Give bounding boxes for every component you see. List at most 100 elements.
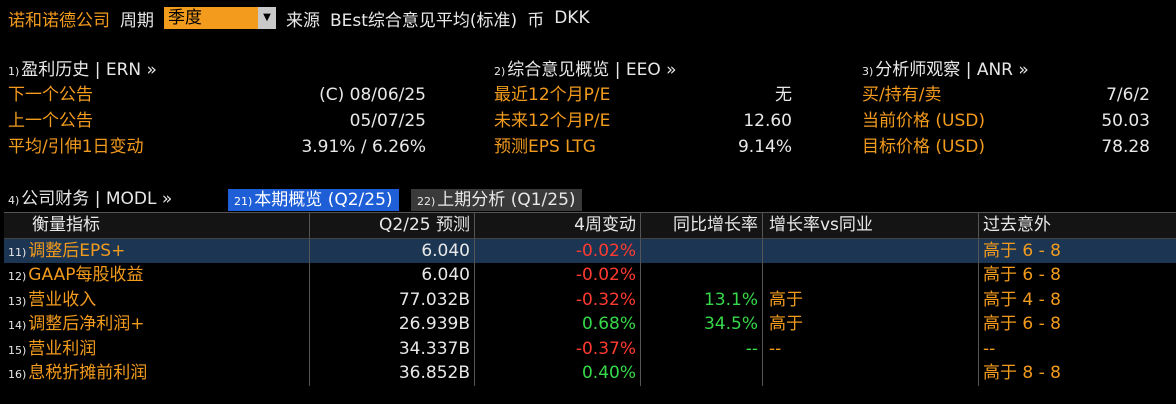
yoy-cell <box>641 361 763 386</box>
earnings-panel: 1) 盈利历史 | ERN » 下一个公告 (C) 08/06/25 上一个公告 … <box>8 58 426 160</box>
metric-cell[interactable]: 12) GAAP每股收益 <box>4 263 310 288</box>
currency-label: 币 <box>527 10 545 31</box>
trailing-pe-row: 最近12个月P/E 无 <box>494 82 792 108</box>
yoy-cell <box>641 263 763 288</box>
col-header-vs-peers[interactable]: 增长率vs同业 <box>763 213 979 238</box>
chevron-down-icon[interactable]: ▼ <box>258 7 276 29</box>
row-label: 最近12个月P/E <box>494 85 611 105</box>
row-value: (C) 08/06/25 <box>319 85 426 105</box>
avg-move-row: 平均/引伸1日变动 3.91% / 6.26% <box>8 134 426 160</box>
metric-cell[interactable]: 15) 营业利润 <box>4 336 310 361</box>
yoy-cell: 13.1% <box>641 287 763 312</box>
row-index: 15) <box>8 343 27 357</box>
panel-index: 2) <box>494 65 506 78</box>
table-body: 11) 调整后EPS+ 6.040 -0.02% 高于 6 - 8 12) GAAP每股收益… <box>4 238 1176 386</box>
section-title-text[interactable]: 公司财务 | MODL » <box>21 189 173 209</box>
financials-section-title[interactable]: 4) 公司财务 | MODL » <box>8 188 172 210</box>
tab-index: 22) <box>417 195 436 208</box>
surprise-cell: 高于 6 - 8 <box>983 314 1061 334</box>
col-header-surprise[interactable]: 过去意外 <box>983 215 1051 235</box>
vs-peers-cell: 高于 <box>763 287 979 312</box>
forecast-cell: 6.040 <box>310 238 475 263</box>
table-row[interactable]: 15) 营业利润 34.337B -0.37% -- -- -- <box>4 336 1176 361</box>
metric-name[interactable]: 营业利润 <box>28 338 97 359</box>
table-row[interactable]: 13) 营业收入 77.032B -0.32% 13.1% 高于 高于 4 - 8 <box>4 287 1176 312</box>
vs-peers-cell <box>763 238 979 263</box>
row-index: 13) <box>8 294 27 308</box>
source-value[interactable]: BEst综合意见平均(标准) <box>330 10 518 31</box>
col-header-metric[interactable]: 衡量指标 <box>4 213 310 238</box>
yoy-cell: 34.5% <box>641 312 763 337</box>
company-name[interactable]: 诺和诺德公司 <box>8 10 110 31</box>
currency-value[interactable]: DKK <box>554 8 590 28</box>
surprise-cell: -- <box>983 338 996 359</box>
change-4w-cell: -0.02% <box>475 263 641 288</box>
period-dropdown[interactable]: 季度 ▼ <box>164 7 276 29</box>
target-price-row: 目标价格 (USD) 78.28 <box>862 134 1150 160</box>
row-value: 78.28 <box>1101 137 1150 157</box>
row-index: 11) <box>8 245 27 259</box>
header-bar: 诺和诺德公司 周期 季度 ▼ 来源 BEst综合意见平均(标准) 币 DKK <box>8 6 600 31</box>
row-label: 下一个公告 <box>8 85 93 105</box>
period-value[interactable]: 季度 <box>164 7 258 29</box>
tab-label[interactable]: 本期概览 (Q2/25) <box>254 190 393 210</box>
analyst-panel: 3) 分析师观察 | ANR » 买/持有/卖 7/6/2 当前价格 (USD) … <box>862 58 1150 160</box>
tab-previous-period[interactable]: 22) 上期分析 (Q1/25) <box>411 189 582 211</box>
table-row[interactable]: 12) GAAP每股收益 6.040 -0.02% 高于 6 - 8 <box>4 263 1176 288</box>
surprise-cell: 高于 8 - 8 <box>983 363 1061 383</box>
row-label: 上一个公告 <box>8 111 93 131</box>
panel-title-text[interactable]: 盈利历史 | ERN » <box>21 60 157 80</box>
section-index: 4) <box>8 194 20 207</box>
panel-index: 1) <box>8 65 20 78</box>
change-4w-cell: 0.68% <box>475 312 641 337</box>
change-4w-cell: 0.40% <box>475 361 641 386</box>
forward-pe-row: 未来12个月P/E 12.60 <box>494 108 792 134</box>
col-header-yoy[interactable]: 同比增长率 <box>641 213 763 238</box>
metric-name[interactable]: GAAP每股收益 <box>28 265 144 285</box>
change-4w-cell: -0.02% <box>475 238 641 263</box>
metric-name[interactable]: 营业收入 <box>28 289 97 310</box>
last-announcement-row: 上一个公告 05/07/25 <box>8 108 426 134</box>
current-price-row: 当前价格 (USD) 50.03 <box>862 108 1150 134</box>
metric-name[interactable]: 调整后净利润+ <box>28 314 145 334</box>
yoy-cell: -- <box>641 336 763 361</box>
row-index: 12) <box>8 270 27 283</box>
forecast-cell: 6.040 <box>310 263 475 288</box>
row-value: 50.03 <box>1101 111 1150 131</box>
vs-peers-cell <box>763 263 979 288</box>
metric-name[interactable]: 调整后EPS+ <box>28 240 126 261</box>
tab-label[interactable]: 上期分析 (Q1/25) <box>437 190 576 210</box>
period-label: 周期 <box>120 10 154 31</box>
row-value: 3.91% / 6.26% <box>301 137 426 157</box>
row-label: 目标价格 (USD) <box>862 137 985 157</box>
row-value: 05/07/25 <box>349 111 426 131</box>
row-index: 14) <box>8 319 27 332</box>
row-index: 16) <box>8 368 27 381</box>
table-row[interactable]: 11) 调整后EPS+ 6.040 -0.02% 高于 6 - 8 <box>4 238 1176 263</box>
source-label: 来源 <box>286 10 320 31</box>
table-row[interactable]: 16) 息税折摊前利润 36.852B 0.40% 高于 8 - 8 <box>4 361 1176 386</box>
consensus-panel-title[interactable]: 2) 综合意见概览 | EEO » <box>494 58 792 82</box>
metric-cell[interactable]: 14) 调整后净利润+ <box>4 312 310 337</box>
panel-title-text[interactable]: 综合意见概览 | EEO » <box>507 60 677 80</box>
col-header-4w-change[interactable]: 4周变动 <box>475 213 641 238</box>
metric-name[interactable]: 息税折摊前利润 <box>28 363 148 383</box>
analyst-panel-title[interactable]: 3) 分析师观察 | ANR » <box>862 58 1150 82</box>
metric-cell[interactable]: 16) 息税折摊前利润 <box>4 361 310 386</box>
earnings-panel-title[interactable]: 1) 盈利历史 | ERN » <box>8 58 426 82</box>
row-value: 9.14% <box>737 137 792 157</box>
estimates-table: 衡量指标 Q2/25 预测 4周变动 同比增长率 增长率vs同业 过去意外 11… <box>4 212 1176 386</box>
metric-cell[interactable]: 13) 营业收入 <box>4 287 310 312</box>
panel-title-text[interactable]: 分析师观察 | ANR » <box>875 60 1029 80</box>
metric-cell[interactable]: 11) 调整后EPS+ <box>4 238 310 263</box>
row-label: 未来12个月P/E <box>494 111 611 131</box>
row-value: 12.60 <box>743 111 792 131</box>
table-row[interactable]: 14) 调整后净利润+ 26.939B 0.68% 34.5% 高于 高于 6 - 8 <box>4 312 1176 337</box>
col-header-forecast[interactable]: Q2/25 预测 <box>310 213 475 238</box>
next-announcement-row: 下一个公告 (C) 08/06/25 <box>8 82 426 108</box>
eps-ltg-row: 预测EPS LTG 9.14% <box>494 134 792 160</box>
tab-current-period[interactable]: 21) 本期概览 (Q2/25) <box>228 189 399 211</box>
surprise-cell: 高于 6 - 8 <box>983 265 1061 285</box>
forecast-cell: 34.337B <box>310 336 475 361</box>
vs-peers-cell <box>763 361 979 386</box>
